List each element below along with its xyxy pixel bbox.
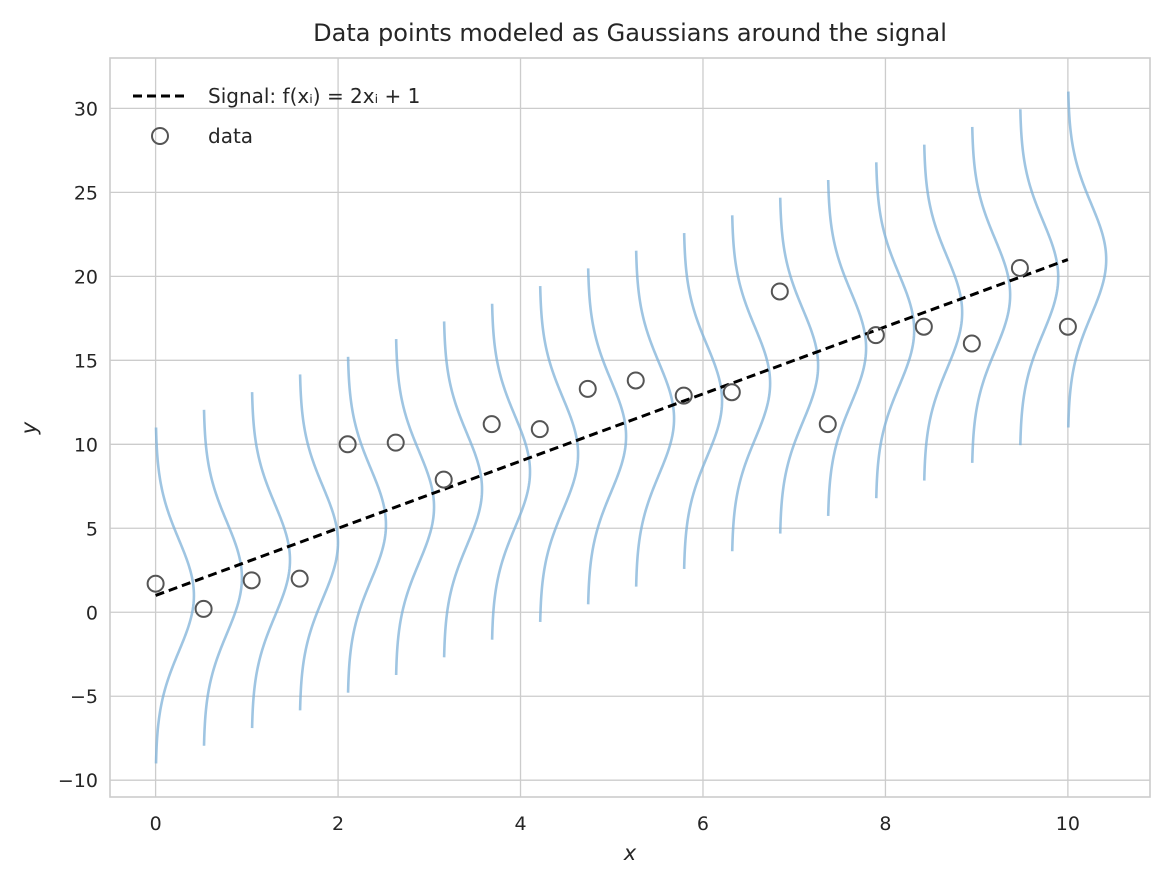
gaussian-curve: [682, 233, 724, 569]
gaussian-curve: [826, 179, 868, 516]
gaussian-curve: [202, 409, 244, 746]
y-tick-label: 10: [74, 434, 98, 456]
data-point: [530, 420, 549, 439]
data-point: [386, 433, 405, 452]
gaussian-curve: [346, 356, 388, 693]
chart-title: Data points modeled as Gaussians around …: [313, 19, 947, 47]
data-point: [674, 386, 693, 405]
gaussian-curve: [970, 126, 1012, 463]
y-tick-label: −5: [70, 686, 98, 708]
data-series: [146, 258, 1077, 618]
data-point: [1058, 317, 1077, 336]
gaussian-curve: [1067, 91, 1108, 428]
gaussian-curve: [778, 197, 820, 534]
data-point: [242, 571, 261, 590]
x-tick-label: 10: [1056, 813, 1080, 835]
data-point: [866, 326, 885, 345]
gaussian-curve: [250, 392, 292, 729]
gaussian-curve: [730, 215, 772, 552]
signal-series: [155, 258, 1069, 597]
data-point: [194, 599, 213, 618]
gaussian-curve: [1019, 109, 1060, 446]
x-tick-label: 8: [879, 813, 891, 835]
gaussian-curve: [538, 286, 580, 622]
data-point: [818, 415, 837, 434]
y-tick-label: 5: [86, 518, 98, 540]
data-point: [434, 470, 453, 489]
legend-signal-label: Signal: f(xᵢ) = 2xᵢ + 1: [208, 84, 420, 108]
gaussian-curve: [922, 144, 964, 481]
gaussian-curve: [490, 303, 532, 640]
data-point: [482, 415, 501, 434]
legend-data-label: data: [208, 124, 253, 148]
x-axis-ticks: 0 2 4 6 8 10: [150, 813, 1080, 835]
data-point: [770, 282, 789, 301]
plot-frame: [109, 57, 1151, 798]
y-axis-ticks: −10 −5 0 5 10 15 20 25 30: [58, 98, 98, 792]
gaussian-curve: [394, 339, 436, 676]
x-tick-label: 4: [514, 813, 526, 835]
data-point: [626, 371, 645, 390]
data-point: [578, 379, 597, 398]
y-axis-label: y: [17, 421, 41, 435]
data-point: [338, 435, 357, 454]
legend: Signal: f(xᵢ) = 2xᵢ + 1 data: [133, 84, 420, 148]
x-tick-label: 0: [150, 813, 162, 835]
y-tick-label: 20: [74, 266, 98, 288]
x-tick-label: 6: [697, 813, 709, 835]
gaussian-curves: [154, 91, 1108, 764]
data-point: [290, 569, 309, 588]
signal-line: [155, 258, 1069, 597]
gaussian-curve: [634, 250, 676, 587]
y-tick-label: 30: [74, 98, 98, 120]
gaussian-curve: [298, 374, 340, 711]
data-point: [722, 383, 741, 402]
data-point: [146, 574, 165, 593]
legend-data-swatch: [151, 127, 169, 145]
y-tick-label: −10: [58, 770, 98, 792]
data-point: [914, 317, 933, 336]
x-tick-label: 2: [332, 813, 344, 835]
x-axis-label: x: [623, 841, 637, 865]
data-point: [962, 334, 981, 353]
gaussian-curve: [874, 162, 916, 499]
gaussian-curve: [154, 427, 196, 764]
y-tick-label: 15: [74, 350, 98, 372]
y-tick-label: 0: [86, 602, 98, 624]
data-point: [1010, 258, 1029, 277]
gaussian-curve: [586, 268, 628, 605]
gaussian-curve: [442, 321, 484, 658]
y-tick-label: 25: [74, 182, 98, 204]
